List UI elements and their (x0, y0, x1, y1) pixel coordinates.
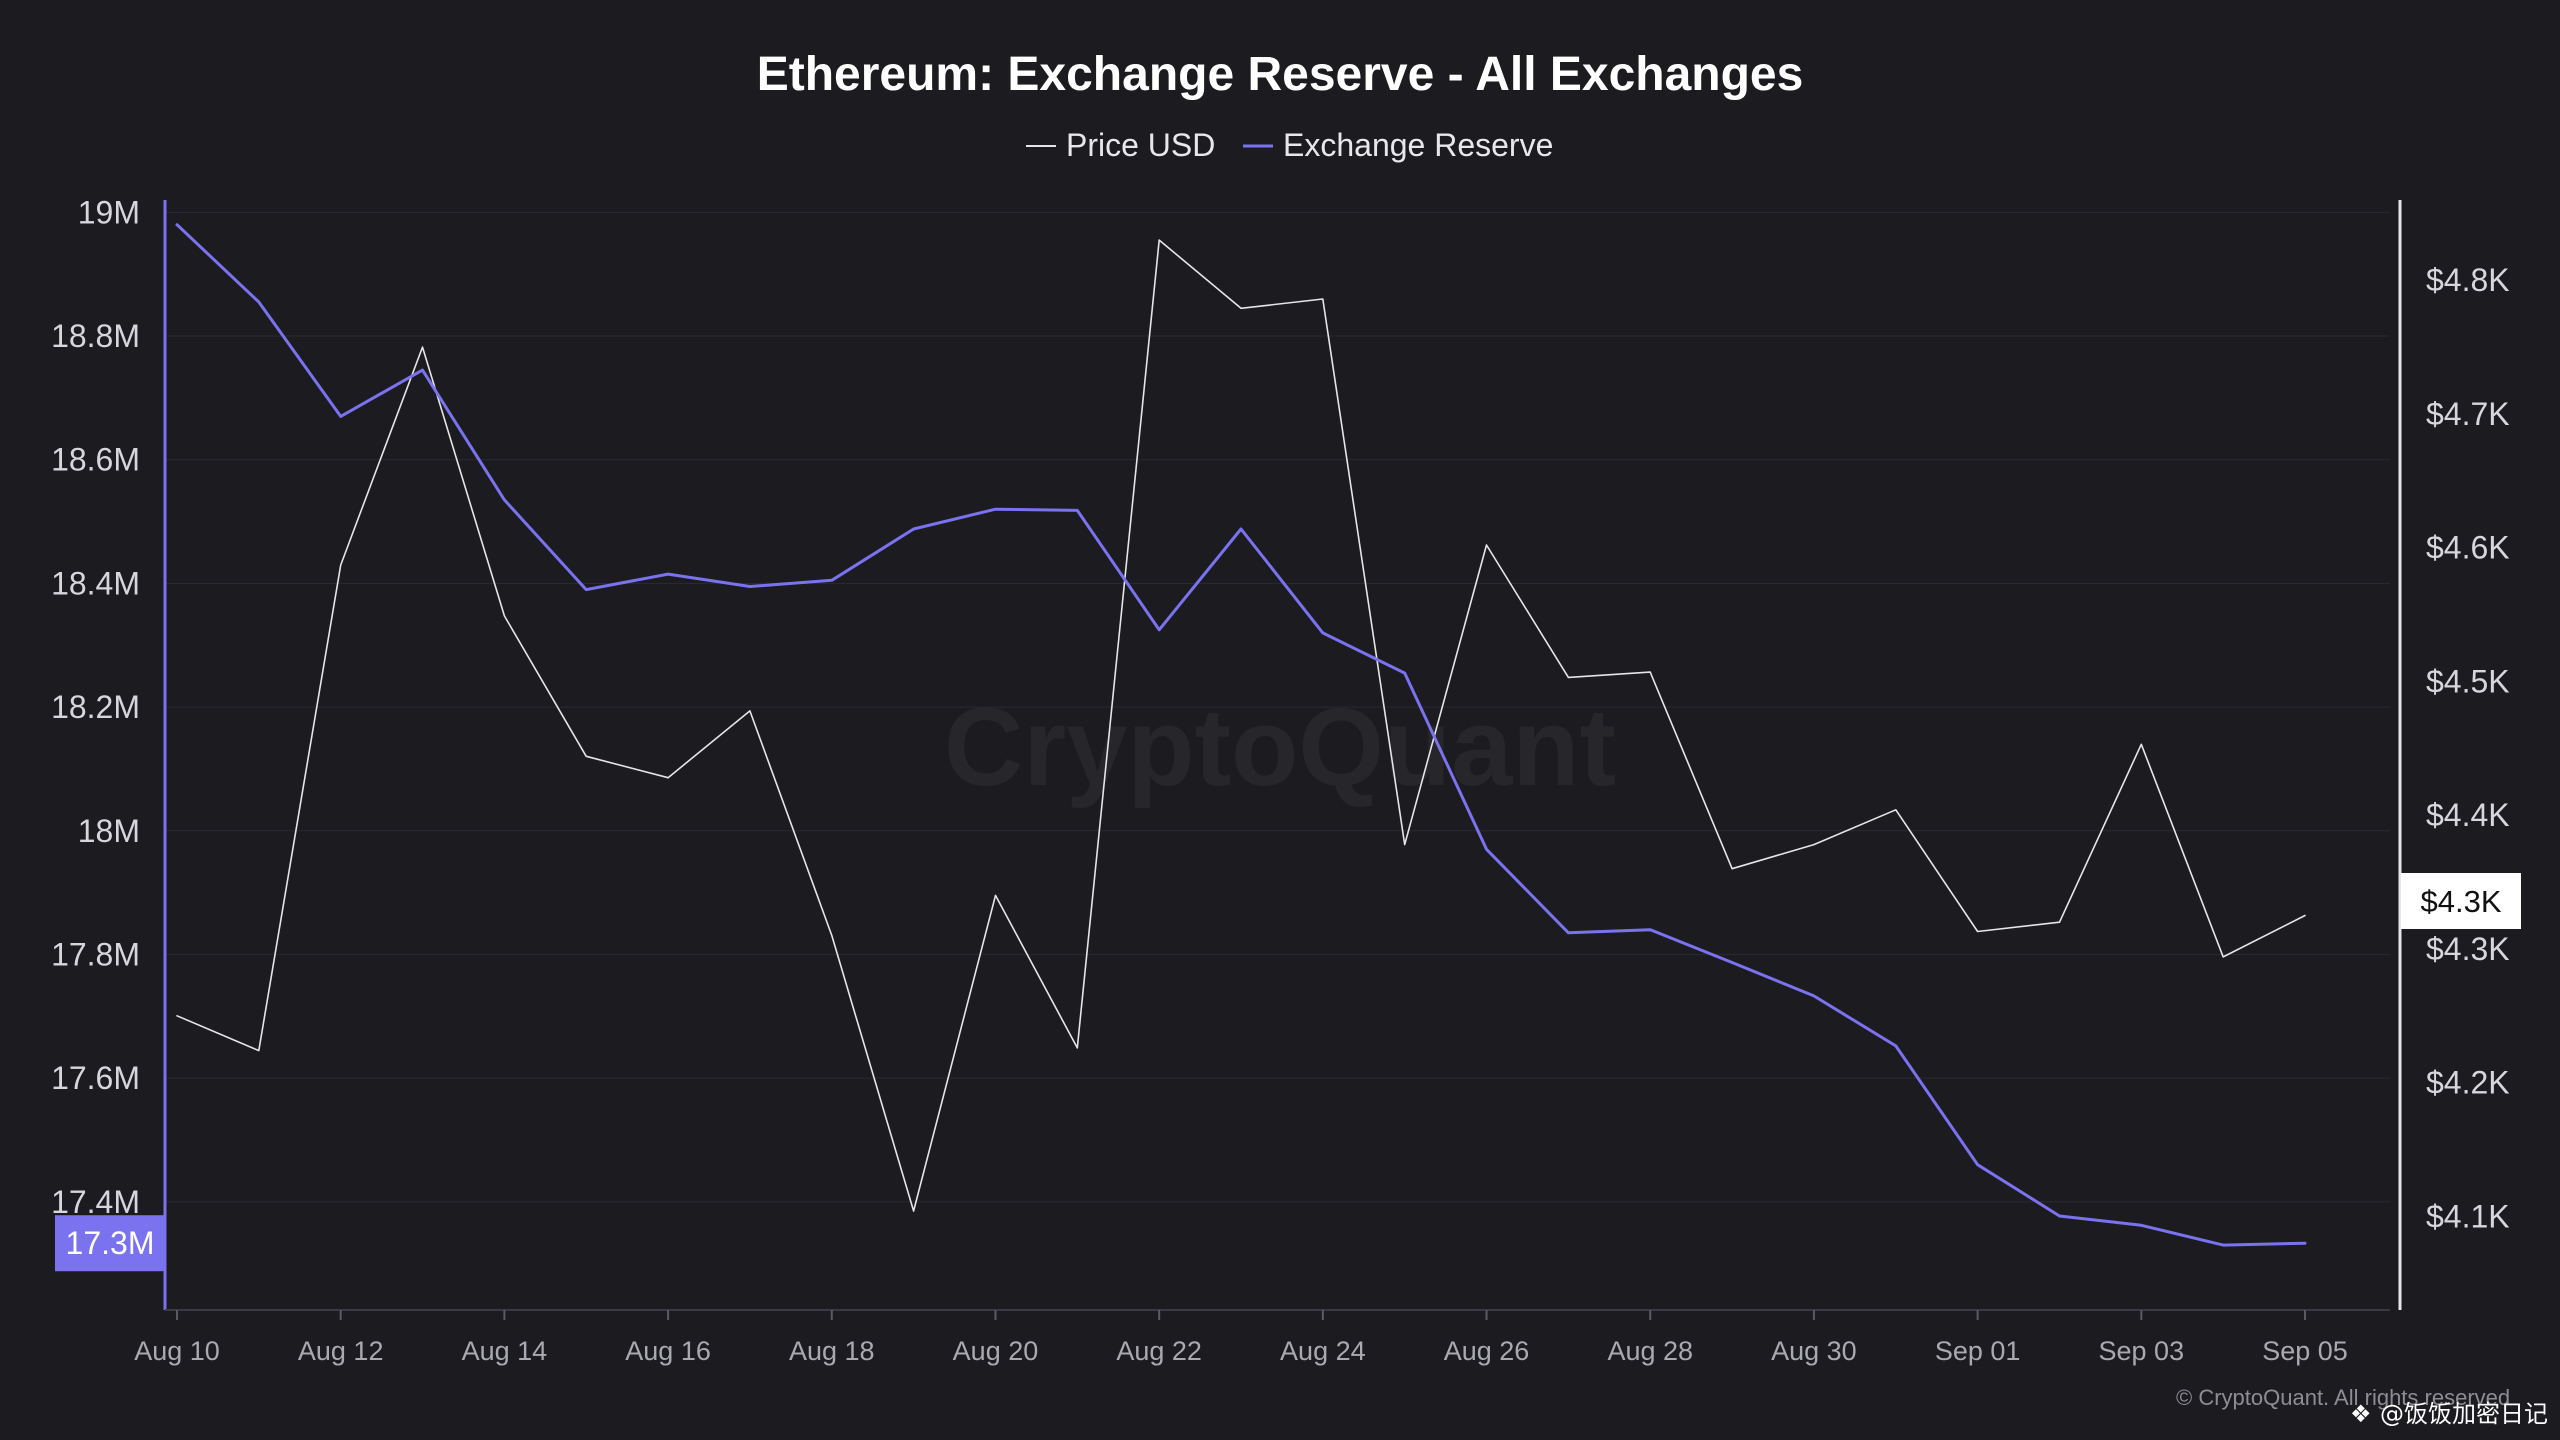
badge-left-label: 17.3M (66, 1225, 155, 1261)
series-lines (175, 223, 2307, 1247)
y-left-tick-label: 17.8M (51, 936, 140, 972)
x-tick-label: Sep 01 (1935, 1336, 2021, 1366)
x-tick-label: Aug 18 (789, 1336, 875, 1366)
badge-right-label: $4.3K (2420, 884, 2501, 919)
copyright-text: © CryptoQuant. All rights reserved (2176, 1385, 2510, 1410)
legend-label-reserve: Exchange Reserve (1283, 127, 1553, 163)
y-left-tick-label: 18.8M (51, 318, 140, 354)
legend-item-price[interactable]: Price USD (1026, 127, 1215, 163)
y-left-tick-label: 18M (78, 813, 140, 849)
x-tick-label: Aug 12 (298, 1336, 384, 1366)
y-axis-right-ticks: $4.8K $4.7K $4.6K $4.5K $4.4K $4.3K $4.2K $4.1K (2426, 262, 2510, 1234)
y-right-tick-label: $4.7K (2426, 396, 2510, 432)
x-tick-label: Sep 05 (2262, 1336, 2348, 1366)
corner-tag: ❖ @饭饭加密日记 (2350, 1400, 2548, 1428)
legend: Price USD Exchange Reserve (1026, 127, 1553, 163)
x-tick-label: Aug 22 (1116, 1336, 1202, 1366)
badge-left (55, 1215, 165, 1272)
x-tick-label: Aug 24 (1280, 1336, 1366, 1366)
x-tick-label: Aug 26 (1444, 1336, 1530, 1366)
y-left-tick-label: 18.2M (51, 689, 140, 725)
y-left-tick-label: 17.4M (51, 1184, 140, 1220)
x-tick-label: Sep 03 (2099, 1336, 2185, 1366)
x-tick-label: Aug 30 (1771, 1336, 1857, 1366)
corner-tag-text: @饭饭加密日记 (2380, 1400, 2548, 1428)
x-tick-label: Aug 14 (462, 1336, 548, 1366)
y-right-tick-label: $4.5K (2426, 663, 2510, 699)
x-tick-label: Aug 16 (625, 1336, 711, 1366)
gridlines (165, 211, 2390, 1203)
y-right-tick-label: $4.4K (2426, 797, 2510, 833)
y-right-tick-label: $4.3K (2426, 931, 2510, 967)
watermark: CryptoQuant (944, 686, 1616, 809)
series-line-reserve (175, 223, 2307, 1247)
y-left-tick-label: 18.6M (51, 442, 140, 478)
y-left-tick-label: 19M (78, 194, 140, 230)
series-line-price (176, 239, 2306, 1212)
y-right-tick-label: $4.1K (2426, 1198, 2510, 1234)
y-left-tick-label: 18.4M (51, 565, 140, 601)
current-value-badges: 17.3M $4.3K (55, 873, 2521, 1272)
chart-title: Ethereum: Exchange Reserve - All Exchang… (757, 48, 1804, 101)
legend-label-price: Price USD (1066, 127, 1215, 163)
x-tick-label: Aug 28 (1607, 1336, 1693, 1366)
legend-item-reserve[interactable]: Exchange Reserve (1243, 127, 1553, 163)
y-right-tick-label: $4.6K (2426, 530, 2510, 566)
axes (163, 200, 2402, 1311)
diamond-icon: ❖ (2350, 1400, 2372, 1428)
y-axis-left-ticks: 19M 18.8M 18.6M 18.4M 18.2M 18M 17.8M 17.6M 17.4… (51, 194, 140, 1219)
x-tick-label: Aug 20 (953, 1336, 1039, 1366)
y-left-tick-label: 17.6M (51, 1060, 140, 1096)
y-right-tick-label: $4.8K (2426, 262, 2510, 298)
y-right-tick-label: $4.2K (2426, 1065, 2510, 1101)
badge-right (2401, 873, 2521, 929)
x-tick-label: Aug 10 (134, 1336, 220, 1366)
x-axis-ticks: Aug 10 Aug 12 Aug 14 Aug 16 Aug 18 Aug 20 Aug … (134, 1310, 2348, 1366)
